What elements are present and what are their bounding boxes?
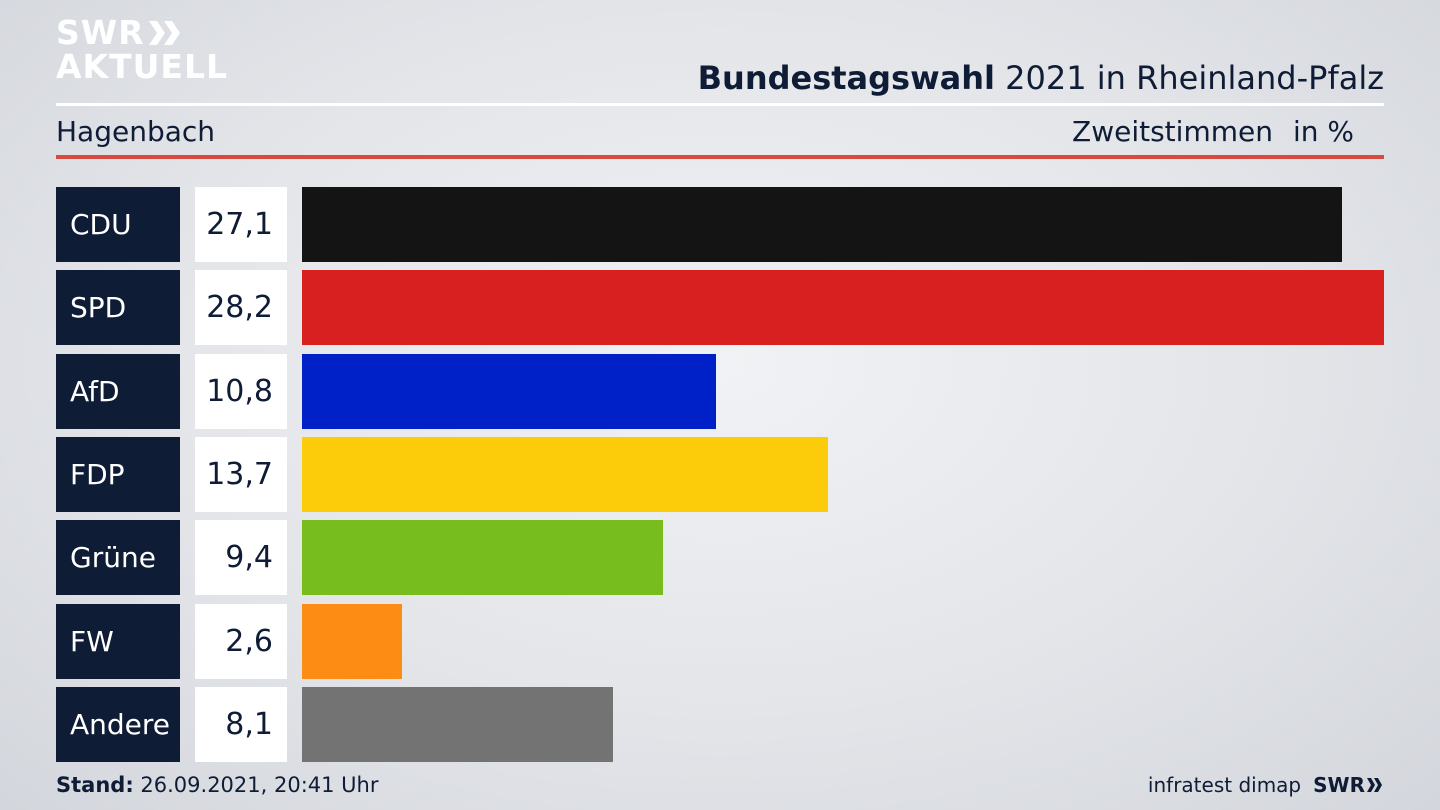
- title-rest: 2021 in Rheinland-Pfalz: [995, 59, 1384, 97]
- title-bold: Bundestagswahl: [697, 59, 995, 97]
- value-label: 2,6: [195, 604, 287, 679]
- bar-row: Grüne 9,4: [56, 520, 1384, 595]
- timestamp: Stand: 26.09.2021, 20:41 Uhr: [56, 770, 379, 800]
- bar-row: SPD 28,2: [56, 270, 1384, 345]
- party-label: CDU: [56, 187, 180, 262]
- unit-text: in %: [1292, 115, 1354, 148]
- bar: [302, 604, 402, 679]
- stand-value: 26.09.2021, 20:41 Uhr: [133, 773, 379, 797]
- value-label: 28,2: [195, 270, 287, 345]
- value-label: 27,1: [195, 187, 287, 262]
- party-label: FDP: [56, 437, 180, 512]
- stand-label: Stand:: [56, 773, 134, 797]
- source-label: infratest dimap: [1147, 773, 1302, 797]
- chevrons-icon: [1367, 778, 1382, 792]
- value-label: 9,4: [195, 520, 287, 595]
- bar-row: FDP 13,7: [56, 437, 1384, 512]
- swr-footer-logo: SWR: [1313, 770, 1384, 800]
- swr-aktuell-logo: SWR AKTUELL: [56, 16, 228, 84]
- bar: [302, 270, 1384, 345]
- header-divider: [56, 103, 1384, 106]
- party-label: Andere: [56, 687, 180, 762]
- chart-title: Bundestagswahl 2021 in Rheinland-Pfalz: [698, 58, 1384, 98]
- value-label: 13,7: [195, 437, 287, 512]
- bar: [302, 354, 716, 429]
- swr-footer-text: SWR: [1313, 773, 1365, 797]
- bar: [302, 687, 613, 762]
- bar-row: FW 2,6: [56, 604, 1384, 679]
- party-label: Grüne: [56, 520, 180, 595]
- value-label: 10,8: [195, 354, 287, 429]
- party-label: AfD: [56, 354, 180, 429]
- logo-aktuell-text: AKTUELL: [56, 47, 229, 86]
- subheader-divider: [56, 155, 1384, 159]
- party-label: FW: [56, 604, 180, 679]
- value-label: 8,1: [195, 687, 287, 762]
- bar-row: CDU 27,1: [56, 187, 1384, 262]
- source-credits: infratest dimap SWR: [1148, 770, 1384, 800]
- measure-label: Zweitstimmen in %: [1072, 114, 1354, 150]
- measure-text: Zweitstimmen: [1072, 115, 1273, 148]
- bar: [302, 187, 1342, 262]
- bar: [302, 437, 828, 512]
- location-label: Hagenbach: [56, 115, 216, 148]
- logo-swr-text: SWR: [56, 13, 145, 52]
- bar-row: Andere 8,1: [56, 687, 1384, 762]
- bar-row: AfD 10,8: [56, 354, 1384, 429]
- bar: [302, 520, 663, 595]
- party-label: SPD: [56, 270, 180, 345]
- logo-chevrons-icon: [148, 21, 180, 45]
